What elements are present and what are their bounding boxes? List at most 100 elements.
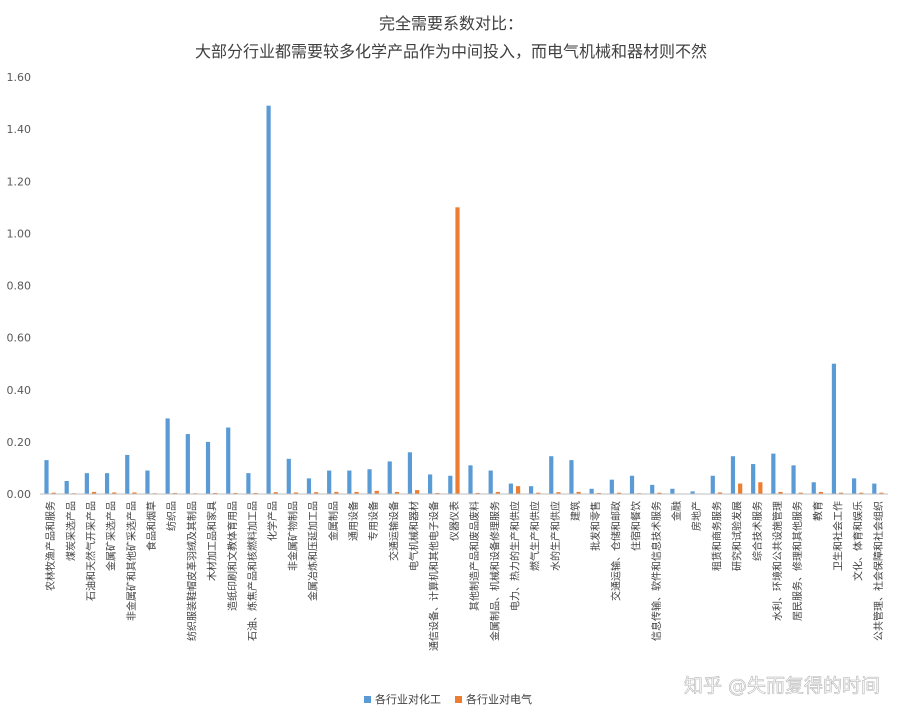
legend-label: 各行业对电气 bbox=[466, 692, 532, 706]
x-category-label: 金融 bbox=[670, 501, 683, 521]
x-category-label: 交通运输设备 bbox=[387, 501, 400, 561]
x-category-label: 化学产品 bbox=[266, 501, 279, 541]
bar-chem bbox=[629, 475, 635, 494]
bar-chem bbox=[327, 470, 332, 494]
bar-elec bbox=[596, 492, 601, 494]
x-category-label: 通用设备 bbox=[347, 501, 360, 541]
bar-elec bbox=[91, 491, 97, 494]
bar-elec bbox=[818, 491, 824, 494]
x-category-label: 交通运输、仓储和邮政 bbox=[609, 501, 622, 601]
bar-chem bbox=[811, 482, 816, 494]
bar-elec bbox=[536, 492, 541, 494]
bar-chem bbox=[44, 460, 49, 494]
bar-chem bbox=[690, 491, 695, 494]
bar-chem bbox=[549, 456, 554, 494]
x-category-label: 纺织品 bbox=[165, 501, 178, 531]
bar-chem bbox=[670, 488, 675, 494]
x-category-label: 仪器仪表 bbox=[448, 501, 461, 541]
x-category-label: 石油和天然气开采产品 bbox=[84, 501, 97, 601]
x-category-label: 教育 bbox=[811, 501, 824, 521]
x-category-label: 石油、炼焦产品和核燃料加工品 bbox=[246, 501, 259, 641]
bar-elec bbox=[394, 491, 400, 494]
x-category-label: 食品和烟草 bbox=[145, 501, 158, 551]
bar-chem bbox=[528, 486, 534, 494]
x-category-label: 农林牧渔产品和服务 bbox=[44, 501, 57, 591]
bar-chem bbox=[650, 484, 655, 494]
legend-swatch bbox=[364, 696, 371, 703]
bar-elec bbox=[213, 492, 218, 494]
bar-chem bbox=[751, 464, 756, 494]
y-tick-label: 1.00 bbox=[7, 227, 32, 240]
bar-chem bbox=[872, 483, 877, 494]
bar-chem bbox=[589, 488, 594, 494]
y-tick-label: 1.60 bbox=[7, 71, 32, 84]
x-category-label: 通信设备、计算机和其他电子设备 bbox=[428, 501, 441, 651]
bar-elec bbox=[293, 492, 299, 494]
bar-chem bbox=[185, 434, 190, 494]
bar-chem bbox=[125, 454, 130, 494]
bar-elec bbox=[475, 492, 480, 494]
bar-chem bbox=[246, 473, 251, 494]
bar-chem bbox=[347, 470, 352, 494]
x-category-label: 金属冶炼和压延加工品 bbox=[307, 501, 320, 601]
x-category-label: 其他制造产品和废品废料 bbox=[468, 501, 481, 611]
bar-chem bbox=[387, 461, 392, 494]
bar-chem bbox=[508, 483, 513, 494]
x-category-label: 非金属矿物制品 bbox=[286, 501, 299, 571]
legend: 各行业对化工 各行业对电气 bbox=[364, 692, 532, 706]
bar-chem bbox=[448, 475, 453, 494]
bar-chem bbox=[710, 475, 715, 494]
bar-elec bbox=[515, 486, 521, 494]
bar-elec bbox=[273, 492, 278, 494]
x-category-label: 综合技术服务 bbox=[751, 501, 764, 561]
bar-elec bbox=[839, 492, 844, 494]
bar-chem bbox=[791, 465, 796, 494]
bar-elec bbox=[717, 492, 723, 494]
bar-chem bbox=[428, 474, 433, 494]
x-category-label: 批发和零售 bbox=[589, 501, 602, 551]
bar-elec bbox=[455, 207, 460, 494]
x-category-label: 水利、环境和公共设施管理 bbox=[771, 501, 784, 621]
bar-chem bbox=[771, 453, 776, 494]
y-tick-label: 0.20 bbox=[7, 436, 32, 449]
x-category-label: 纺织服装鞋帽皮革羽绒及其制品 bbox=[185, 501, 198, 641]
bar-elec bbox=[334, 491, 339, 494]
x-category-label: 造纸印刷和文教体育用品 bbox=[226, 501, 239, 611]
x-category-label: 卫生和社会工作 bbox=[832, 501, 845, 571]
x-category-label: 公共管理、社会保障和社会组织 bbox=[872, 501, 885, 641]
chart-subtitle: 大部分行业都需要较多化学产品作为中间投入，而电气机械和器材则不然 bbox=[195, 42, 707, 61]
x-category-label: 非金属矿和其他矿采选产品 bbox=[125, 501, 138, 621]
x-category-label: 研究和试验发展 bbox=[731, 501, 744, 571]
x-category-label: 住宿和餐饮 bbox=[630, 501, 643, 551]
chart-title: 完全需要系数对比： bbox=[379, 14, 523, 33]
bar-elec bbox=[233, 492, 238, 494]
x-category-label: 金属制品、机械和设备修理服务 bbox=[488, 501, 501, 641]
bar-elec bbox=[778, 491, 783, 494]
bar-elec bbox=[798, 492, 803, 494]
y-tick-label: 0.40 bbox=[7, 384, 32, 397]
x-category-label: 专用设备 bbox=[367, 501, 380, 541]
bar-chem bbox=[852, 478, 857, 494]
x-category-label: 水的生产和供应 bbox=[549, 501, 562, 571]
x-category-label: 木材加工品和家具 bbox=[206, 501, 219, 581]
y-tick-label: 0.80 bbox=[7, 280, 32, 293]
x-category-label: 电气机械和器材 bbox=[408, 501, 421, 571]
y-tick-label: 0.00 bbox=[7, 488, 32, 501]
x-category-label: 燃气生产和供应 bbox=[529, 501, 542, 571]
bar-elec bbox=[556, 492, 561, 494]
bar-elec bbox=[616, 492, 622, 494]
x-axis-labels: 农林牧渔产品和服务 煤炭采选产品 石油和天然气开采产品 金属矿采选产品 非金属矿和其他矿… bbox=[44, 501, 885, 651]
x-category-label: 租赁和商务服务 bbox=[710, 501, 723, 571]
x-category-label: 金属矿采选产品 bbox=[105, 501, 118, 571]
bar-chem bbox=[569, 460, 574, 494]
bar-chem bbox=[266, 105, 271, 494]
x-category-label: 建筑 bbox=[569, 501, 582, 521]
bar-elec bbox=[314, 492, 319, 494]
bar-chem bbox=[730, 456, 736, 494]
bar-chem bbox=[165, 418, 170, 494]
bar-chem bbox=[831, 363, 837, 494]
x-category-label: 居民服务、修理和其他服务 bbox=[791, 501, 804, 621]
bar-elec bbox=[738, 483, 743, 494]
bar-chem bbox=[286, 458, 291, 494]
x-category-label: 信息传输、软件和信息技术服务 bbox=[650, 501, 663, 641]
